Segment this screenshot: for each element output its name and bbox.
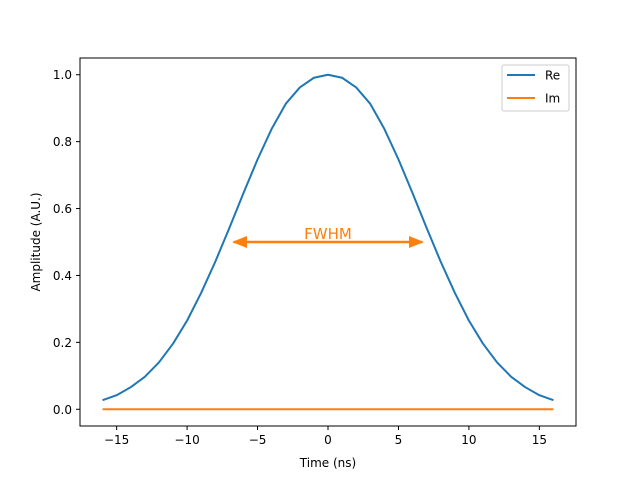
legend-label-re: Re (545, 69, 560, 83)
legend-box (501, 64, 570, 112)
x-tick-label: 5 (395, 433, 403, 447)
x-axis: −15 −10 −5 0 5 10 15 (104, 426, 547, 447)
y-tick-label: 1.0 (53, 68, 72, 82)
x-tick-label: 15 (532, 433, 547, 447)
x-tick-label: −15 (104, 433, 129, 447)
series-layer (102, 73, 554, 411)
x-tick-label: 10 (461, 433, 476, 447)
legend: Re Im (501, 64, 570, 112)
series-line-re (102, 73, 554, 402)
y-tick-label: 0.8 (53, 135, 72, 149)
y-axis-label: Amplitude (A.U.) (29, 192, 43, 291)
y-tick-label: 0.6 (53, 202, 72, 216)
y-tick-label: 0.2 (53, 336, 72, 350)
y-axis: 0.0 0.2 0.4 0.6 0.8 1.0 (53, 68, 80, 417)
x-tick-label: 0 (324, 433, 332, 447)
x-tick-label: −10 (174, 433, 199, 447)
fwhm-label: FWHM (304, 225, 352, 243)
y-tick-label: 0.4 (53, 269, 72, 283)
x-axis-label: Time (ns) (299, 456, 356, 470)
y-tick-label: 0.0 (53, 403, 72, 417)
x-tick-label: −5 (249, 433, 267, 447)
annotation-layer: FWHM (232, 225, 424, 248)
legend-label-im: Im (545, 92, 560, 106)
